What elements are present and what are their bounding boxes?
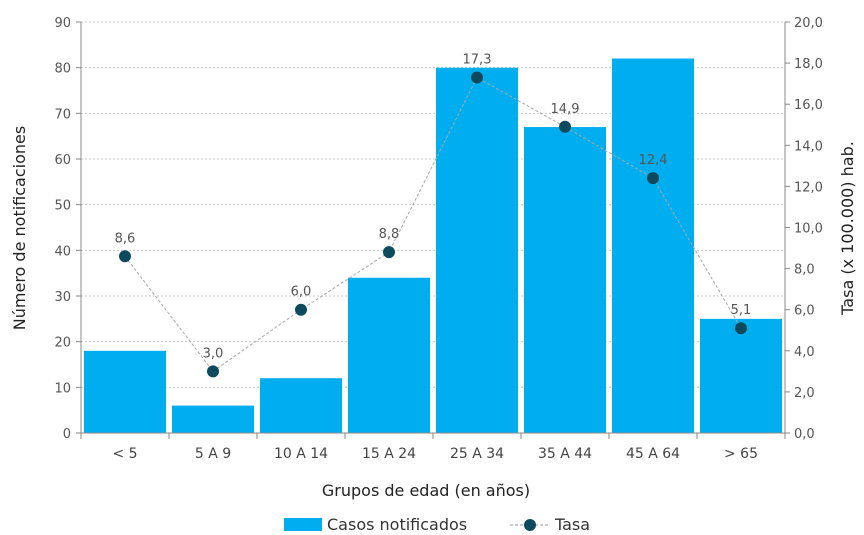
y2-tick-label: 20,0 bbox=[794, 16, 823, 31]
tasa-point bbox=[735, 322, 747, 335]
tasa-point bbox=[295, 303, 307, 316]
x-tick-label: 45 A 64 bbox=[626, 446, 680, 462]
y-tick-label: 50 bbox=[54, 199, 71, 214]
axes: 0 10 20 30 40 50 60 70 80 90 0,0 2,0 4,0 6,0 8,0 10,0 12… bbox=[54, 16, 823, 462]
x-tick-label: < 5 bbox=[112, 446, 137, 462]
y2-tick-label: 18,0 bbox=[794, 57, 823, 72]
tasa-point bbox=[559, 120, 571, 133]
tasa-data-label: 5,1 bbox=[731, 303, 752, 318]
x-axis-title: Grupos de edad (en años) bbox=[322, 481, 530, 500]
tasa-data-label: 12,4 bbox=[639, 153, 668, 168]
tasa-data-label: 14,9 bbox=[551, 102, 580, 117]
y2-tick-label: 0,0 bbox=[794, 427, 815, 442]
y-tick-label: 60 bbox=[54, 153, 71, 168]
legend-label-casos: Casos notificados bbox=[327, 515, 467, 534]
y2-tick-label: 6,0 bbox=[794, 304, 815, 319]
y2-tick-label: 4,0 bbox=[794, 345, 815, 360]
y-tick-label: 20 bbox=[54, 336, 71, 351]
bar bbox=[172, 405, 254, 433]
y2-tick-label: 8,0 bbox=[794, 263, 815, 278]
y2-tick-label: 12,0 bbox=[794, 180, 823, 195]
tasa-data-label: 6,0 bbox=[291, 285, 312, 300]
x-tick-label: > 65 bbox=[724, 446, 758, 462]
bar bbox=[700, 318, 782, 433]
y2-tick-label: 10,0 bbox=[794, 222, 823, 237]
bar bbox=[348, 277, 430, 433]
y-tick-label: 0 bbox=[63, 427, 71, 442]
y-tick-label: 40 bbox=[54, 244, 71, 259]
tasa-point bbox=[383, 246, 395, 259]
y-tick-label: 70 bbox=[54, 107, 71, 122]
tasa-point bbox=[647, 172, 659, 185]
bar bbox=[436, 67, 518, 434]
data-labels: 8,6 3,0 6,0 8,8 17,3 14,9 12,4 5,1 bbox=[115, 52, 752, 361]
tasa-data-label: 3,0 bbox=[203, 346, 224, 361]
tasa-polyline bbox=[124, 76, 742, 373]
bars bbox=[84, 58, 782, 434]
x-tick-label: 15 A 24 bbox=[362, 446, 416, 462]
legend-marker-tasa bbox=[524, 519, 536, 531]
tasa-point bbox=[471, 71, 483, 84]
bar bbox=[612, 58, 694, 434]
y-axis-title: Número de notificaciones bbox=[10, 126, 29, 330]
gridlines bbox=[81, 21, 785, 388]
y2-tick-label: 16,0 bbox=[794, 98, 823, 113]
tasa-point bbox=[207, 365, 219, 378]
y2-tick-label: 2,0 bbox=[794, 386, 815, 401]
tasa-line bbox=[119, 71, 747, 378]
x-tick-label: 10 A 14 bbox=[274, 446, 328, 462]
bar bbox=[84, 350, 166, 433]
y2-axis-title: Tasa (x 100.000) hab. bbox=[838, 141, 857, 316]
x-tick-label: 5 A 9 bbox=[195, 446, 231, 462]
legend-swatch-casos bbox=[284, 518, 322, 531]
legend: Casos notificados Tasa bbox=[284, 515, 590, 534]
x-tick-label: 25 A 34 bbox=[450, 446, 504, 462]
y-tick-label: 30 bbox=[54, 290, 71, 305]
y2-tick-label: 14,0 bbox=[794, 139, 823, 154]
tasa-data-label: 8,6 bbox=[115, 231, 136, 246]
tasa-data-label: 8,8 bbox=[379, 227, 400, 242]
bar bbox=[524, 127, 606, 434]
y-tick-label: 10 bbox=[54, 381, 71, 396]
y-tick-label: 90 bbox=[54, 16, 71, 31]
bar bbox=[260, 378, 342, 433]
x-tick-label: 35 A 44 bbox=[538, 446, 592, 462]
tasa-data-label: 17,3 bbox=[463, 52, 492, 67]
y-tick-label: 80 bbox=[54, 62, 71, 77]
legend-label-tasa: Tasa bbox=[554, 515, 590, 534]
tasa-point bbox=[119, 250, 131, 263]
